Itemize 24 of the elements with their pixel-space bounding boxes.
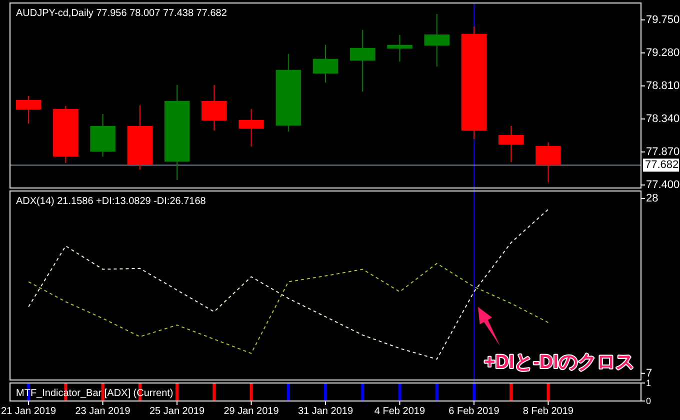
x-tick-label: 25 Jan 2019 (150, 406, 205, 417)
text: ADX(14) 21.1586 +DI:13.0829 -DI:26.7168 (16, 196, 206, 207)
y-tick-label: 28 (646, 192, 658, 204)
x-tick-label: 31 Jan 2019 (298, 406, 354, 417)
y-tick-label: 79.280 (646, 46, 680, 59)
y-tick-label: 79.750 (646, 14, 680, 26)
y-tick-label: 0 (646, 396, 652, 406)
y-tick-label: 78.340 (646, 112, 680, 125)
y-tick-label: 7 (646, 367, 652, 380)
x-tick-label: 8 Feb 2019 (522, 406, 574, 417)
x-tick-label: 23 Jan 2019 (75, 406, 131, 417)
y-tick-label: 78.810 (646, 80, 680, 92)
y-tick-label: 77.870 (646, 146, 680, 158)
x-tick-label: 6 Feb 2019 (448, 406, 500, 417)
ref-line-label: 77.682 (645, 159, 679, 172)
y-tick-label: 77.400 (646, 178, 680, 191)
x-tick-label: 29 Jan 2019 (224, 406, 280, 417)
x-tick-label: 4 Feb 2019 (374, 406, 426, 417)
y-tick-label: 1 (646, 378, 652, 388)
candlestick (387, 34, 412, 62)
text: AUDJPY-cd,Daily 77.956 78.007 77.438 77.682 (16, 8, 228, 19)
annotation: +DIと-DIのクロス (484, 352, 634, 373)
x-tick-label: 21 Jan 2019 (1, 406, 57, 417)
line-series (28, 262, 549, 354)
